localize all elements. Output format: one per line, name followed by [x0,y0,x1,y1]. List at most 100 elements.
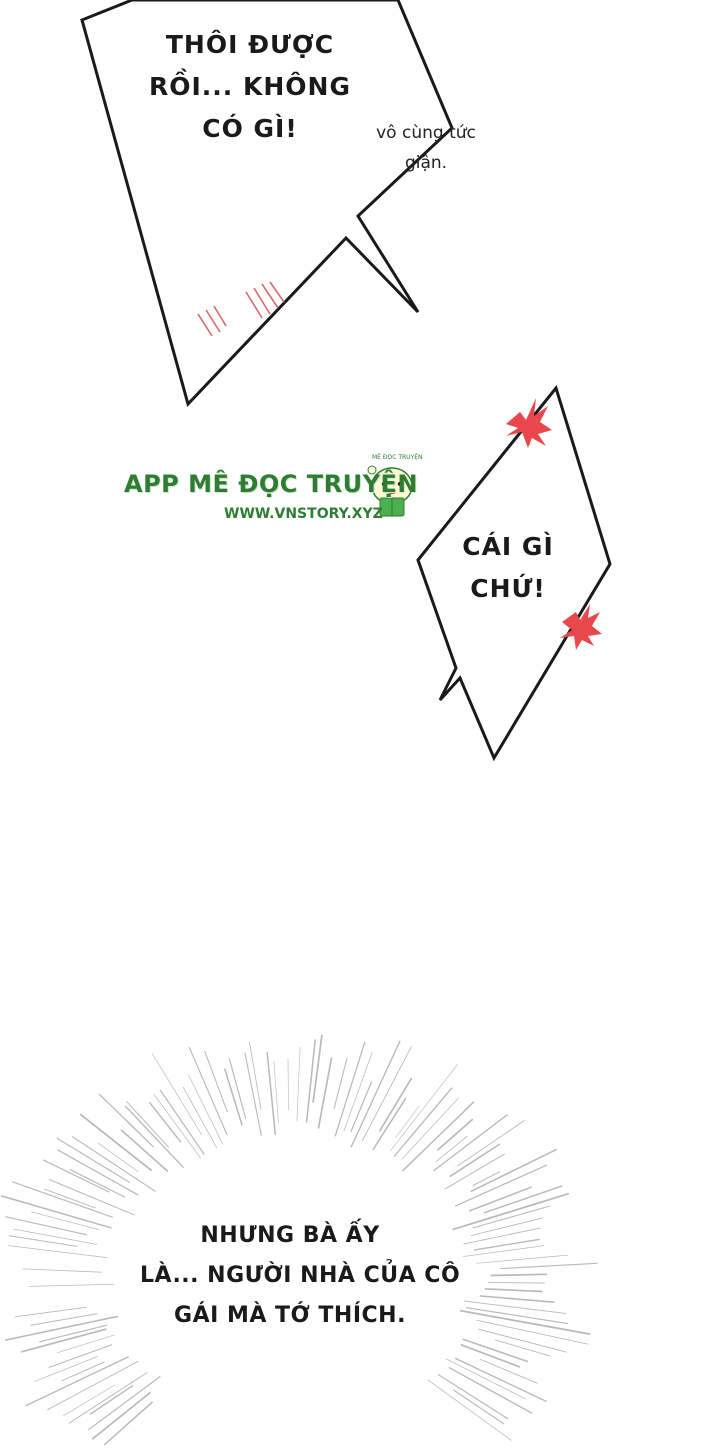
burst-line [5,1216,88,1236]
burst-line [473,1238,540,1251]
burst-line [462,1338,529,1363]
burst-line [44,1188,96,1209]
burst-line [97,1142,139,1172]
speech-bubble-top [80,0,454,407]
emphasis-burst [1,1034,598,1446]
burst-line [478,1328,567,1353]
burst-line [248,1041,262,1110]
burst-line [494,1339,551,1357]
burst-line [305,1039,316,1123]
burst-line [437,1374,509,1420]
burst-line [343,1052,373,1132]
burst-line [437,1118,474,1151]
burst-line [68,1372,148,1424]
speech-text-middle: CÁI GÌ CHỨ! [448,526,568,610]
burst-line [334,1041,366,1137]
burst-line [204,1050,228,1113]
side-note: vô cùng tức giận. [346,118,506,178]
burst-line [500,1262,598,1270]
burst-line [228,1058,247,1119]
burst-line [466,1307,569,1325]
burst-line [89,1384,134,1415]
burst-line [452,1192,569,1231]
burst-line [393,1087,453,1157]
burst-line [483,1185,563,1214]
burst-line [48,1344,113,1368]
burst-line [14,1306,87,1318]
burst-line [476,1254,569,1264]
burst-line [8,1245,108,1258]
burst-line [57,1149,139,1196]
burst-line [72,1136,156,1192]
burst-line [98,1093,154,1148]
watermark-url: WWW.VNSTORY.XYZ [224,506,383,522]
note-line: giận. [404,153,448,173]
burst-line [124,1105,184,1168]
burst-line [472,1171,501,1186]
burst-line [126,1101,169,1148]
burst-line [224,1068,243,1126]
burst-line [25,1356,129,1407]
burst-line [468,1186,532,1212]
burst-line [42,1159,110,1193]
burst-line [63,1384,116,1417]
burst-line [56,1334,115,1354]
burst-line [149,1102,182,1143]
burst-line [454,1164,548,1207]
burst-line [312,1034,323,1103]
watermark-app-name: APP MÊ ĐỌC TRUYỆN [124,470,418,498]
note-line: vô cùng tức [376,123,476,143]
burst-line [8,1235,78,1247]
burst-line [433,1114,508,1172]
burst-line [479,1295,555,1303]
narration-line: GÁI MÀ TỚ THÍCH. [174,1303,406,1328]
burst-line [188,1046,228,1136]
burst-line [13,1228,98,1245]
burst-line [401,1097,459,1160]
burst-line [490,1273,548,1277]
burst-line [4,1315,119,1341]
burst-line [273,1061,279,1123]
mascot-icon [367,465,413,517]
blush-mark [197,281,285,337]
burst-line [361,1046,412,1142]
burst-line [350,1081,373,1133]
burst-line [317,1057,333,1129]
burst-line [244,1052,262,1136]
burst-line [11,1181,113,1218]
narration-text: NHƯNG BÀ ẤY LÀ... NGƯỜI NHÀ CỦA CÔ GÁI M… [140,1216,461,1336]
burst-line [153,1093,201,1159]
burst-line [470,1217,543,1236]
burst-line [30,1313,98,1326]
burst-line [457,1120,525,1167]
burst-line [463,1227,541,1245]
burst-line [372,1097,407,1151]
burst-line [463,1245,545,1257]
burst-line [20,1328,107,1353]
burst-line [34,1356,98,1382]
burst-line [402,1101,475,1172]
watermark-caption: MÊ ĐỌC TRUYỆN [372,454,423,461]
anger-mark-icon [506,398,552,448]
burst-line [287,1058,289,1111]
burst-line [48,1179,135,1216]
burst-line [39,1324,108,1343]
burst-line [296,1046,301,1122]
burst-line [460,1344,521,1368]
burst-line [30,1211,100,1230]
burst-line [79,1113,152,1171]
speech-bubble-middle [416,384,612,762]
narration-line: NHƯNG BÀ ẤY [200,1223,380,1248]
narration-line: LÀ... NGƯỜI NHÀ CỦA CÔ [140,1263,461,1288]
burst-line [1,1195,112,1229]
burst-line [378,1077,413,1132]
burst-line [47,1360,139,1411]
burst-line [459,1309,591,1335]
burst-line [445,1358,526,1400]
burst-line [159,1089,205,1155]
burst-line [390,1063,459,1152]
burst-line [88,1376,161,1431]
burst-line [69,1169,125,1198]
burst-line [449,1143,501,1178]
